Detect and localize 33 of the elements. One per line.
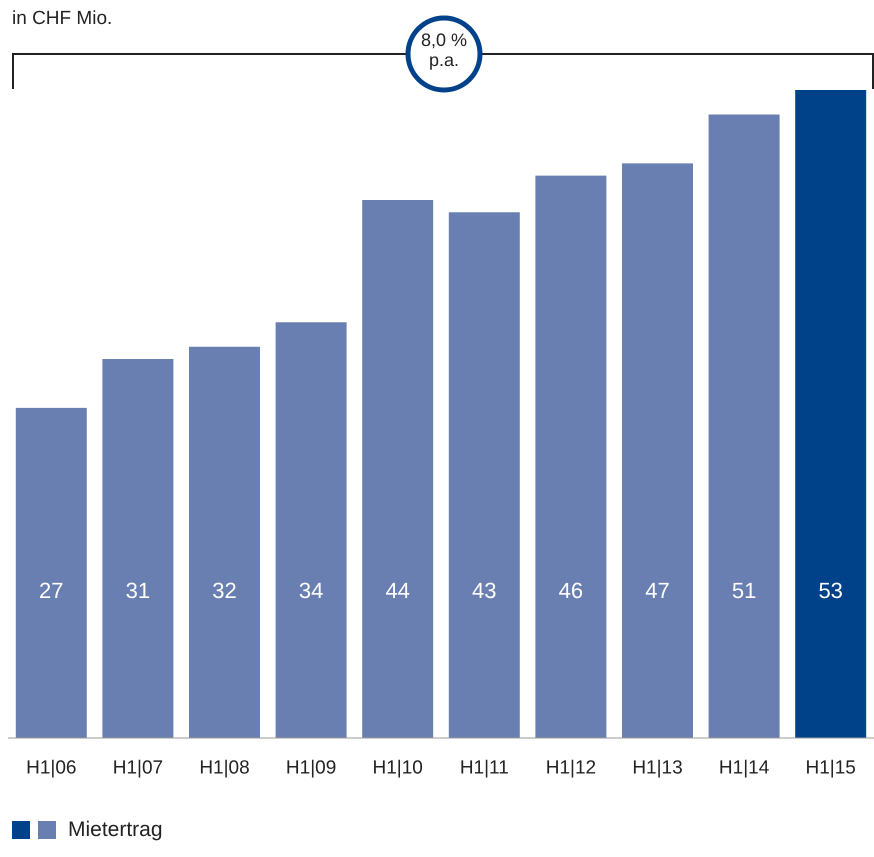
x-tick-label: H1|10 xyxy=(372,757,423,778)
data-label: 43 xyxy=(472,578,497,603)
bar xyxy=(622,163,693,738)
bar xyxy=(276,322,347,738)
data-label: 34 xyxy=(298,578,324,603)
data-label: 47 xyxy=(645,578,670,603)
bar xyxy=(708,114,780,738)
data-label: 31 xyxy=(126,578,150,603)
chart-title: in CHF Mio. xyxy=(12,8,112,30)
data-label: 32 xyxy=(212,578,237,603)
bar xyxy=(535,176,606,738)
x-tick-label: H1|13 xyxy=(632,757,683,778)
x-tick-label: H1|06 xyxy=(26,757,76,778)
x-tick-label: H1|09 xyxy=(286,757,336,778)
legend-label: Mietertrag xyxy=(68,818,163,842)
bar xyxy=(448,212,520,738)
bar xyxy=(362,200,434,738)
bar xyxy=(795,90,866,738)
x-tick-label: H1|07 xyxy=(112,757,164,778)
data-label: 46 xyxy=(558,578,584,603)
bar xyxy=(188,346,260,738)
data-label: 44 xyxy=(385,578,410,603)
x-tick-label: H1|15 xyxy=(806,757,856,778)
bar xyxy=(16,408,87,738)
bar xyxy=(102,358,174,738)
x-tick-label: H1|12 xyxy=(546,757,596,778)
x-tick-label: H1|14 xyxy=(718,757,770,778)
data-label: 53 xyxy=(818,578,843,603)
data-label: 27 xyxy=(39,578,64,603)
text: 8,0 % p.a. xyxy=(420,30,468,70)
data-label: 51 xyxy=(732,578,756,603)
x-tick-label: H1|11 xyxy=(460,757,509,778)
x-tick-label: H1|08 xyxy=(199,757,250,778)
